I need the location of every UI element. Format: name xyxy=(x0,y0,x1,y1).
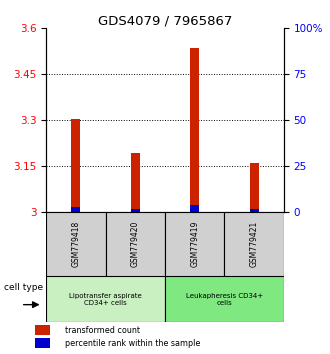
Text: transformed count: transformed count xyxy=(65,326,140,335)
Bar xyxy=(72,207,81,212)
Bar xyxy=(250,163,259,212)
Bar xyxy=(46,212,106,276)
Bar xyxy=(224,212,284,276)
Text: Lipotransfer aspirate
CD34+ cells: Lipotransfer aspirate CD34+ cells xyxy=(69,293,142,306)
Bar xyxy=(35,325,50,335)
Bar xyxy=(131,209,140,212)
Text: GSM779418: GSM779418 xyxy=(71,221,81,267)
Bar xyxy=(165,212,224,276)
Bar xyxy=(35,338,50,348)
Bar xyxy=(190,205,199,212)
Title: GDS4079 / 7965867: GDS4079 / 7965867 xyxy=(98,14,232,27)
Bar xyxy=(190,48,199,212)
Bar xyxy=(106,212,165,276)
Bar xyxy=(250,209,259,212)
Bar xyxy=(165,276,284,322)
Text: percentile rank within the sample: percentile rank within the sample xyxy=(65,339,200,348)
Text: Leukapheresis CD34+
cells: Leukapheresis CD34+ cells xyxy=(186,293,263,306)
Text: GSM779420: GSM779420 xyxy=(131,221,140,268)
Text: GSM779419: GSM779419 xyxy=(190,221,199,268)
Text: GSM779421: GSM779421 xyxy=(249,221,259,267)
Bar xyxy=(46,276,165,322)
Bar xyxy=(131,153,140,212)
Bar xyxy=(72,119,81,212)
Text: cell type: cell type xyxy=(4,283,43,292)
